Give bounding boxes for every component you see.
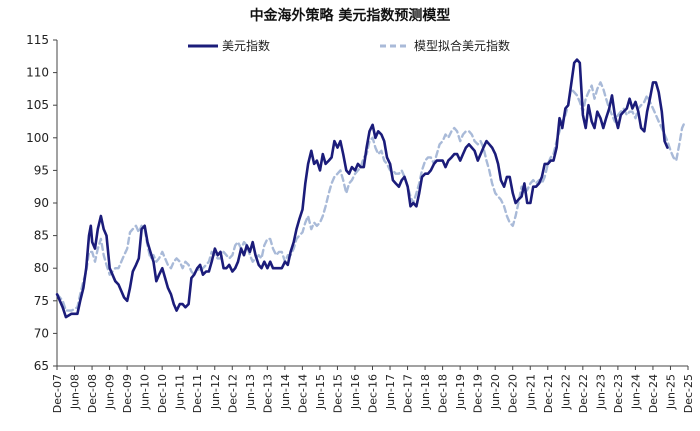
x-tick-label: Jun-16: [349, 374, 362, 410]
y-tick-label: 100: [26, 131, 49, 145]
x-tick-label: Jun-18: [419, 374, 432, 410]
x-tick-label: Dec-17: [402, 374, 415, 413]
y-tick-label: 75: [34, 294, 49, 308]
x-tick-label: Dec-19: [472, 374, 485, 413]
x-tick-label: Jun-13: [244, 374, 257, 410]
x-tick-label: Jun-22: [559, 374, 572, 410]
x-tick-label: Jun-20: [489, 374, 502, 410]
x-tick-label: Dec-23: [612, 374, 625, 413]
x-tick-label: Dec-20: [507, 374, 520, 413]
x-tick-label: Dec-18: [437, 374, 450, 413]
x-tick-label: Dec-12: [226, 374, 239, 413]
y-tick-label: 80: [34, 261, 49, 275]
x-tick-label: Jun-25: [664, 374, 677, 410]
x-tick-label: Dec-07: [51, 374, 64, 413]
y-tick-label: 110: [26, 66, 49, 80]
y-tick-label: 115: [26, 33, 49, 47]
x-tick-label: Dec-14: [296, 374, 309, 413]
x-tick-label: Dec-10: [156, 374, 169, 413]
y-tick-label: 90: [34, 196, 49, 210]
y-tick-label: 95: [34, 163, 49, 177]
x-tick-label: Dec-24: [647, 374, 660, 413]
y-tick-label: 105: [26, 98, 49, 112]
x-tick-label: Jun-09: [104, 374, 117, 410]
x-tick-label: Dec-08: [86, 374, 99, 413]
x-tick-label: Dec-15: [331, 374, 344, 413]
y-tick-label: 70: [34, 326, 49, 340]
legend: 美元指数 模型拟合美元指数: [188, 38, 510, 53]
x-tick-label: Jun-17: [384, 374, 397, 410]
series-line-usd-index: [55, 58, 669, 319]
x-tick-label: Dec-21: [542, 374, 555, 413]
x-tick-label: Jun-14: [279, 374, 292, 410]
x-tick-label: Jun-10: [139, 374, 152, 410]
legend-label-model-index: 模型拟合美元指数: [414, 38, 510, 53]
x-tick-label: Dec-22: [577, 374, 590, 413]
y-tick-label: 85: [34, 229, 49, 243]
x-tick-label: Jun-21: [524, 374, 537, 410]
x-tick-label: Jun-15: [314, 374, 327, 410]
y-tick-label: 65: [34, 359, 49, 373]
legend-label-usd-index: 美元指数: [222, 38, 270, 53]
x-tick-label: Dec-25: [682, 374, 695, 413]
x-tick-label: Dec-13: [261, 374, 274, 413]
x-tick-label: Jun-19: [454, 374, 467, 410]
x-tick-label: Jun-12: [209, 374, 222, 410]
x-tick-label: Jun-08: [69, 374, 82, 410]
x-tick-label: Jun-11: [174, 374, 187, 410]
x-tick-label: Jun-23: [594, 374, 607, 410]
axes: 65 70 75 80 85 90 95 100 105 110 115 Dec-07 Jun-08 De…: [26, 33, 695, 413]
plot-area: [55, 58, 687, 319]
x-tick-label: Jun-24: [629, 374, 642, 410]
x-tick-label: Dec-09: [121, 374, 134, 413]
x-tick-label: Dec-16: [367, 374, 380, 413]
chart-title: 中金海外策略 美元指数预测模型: [250, 7, 451, 24]
x-tick-label: Dec-11: [191, 374, 204, 413]
